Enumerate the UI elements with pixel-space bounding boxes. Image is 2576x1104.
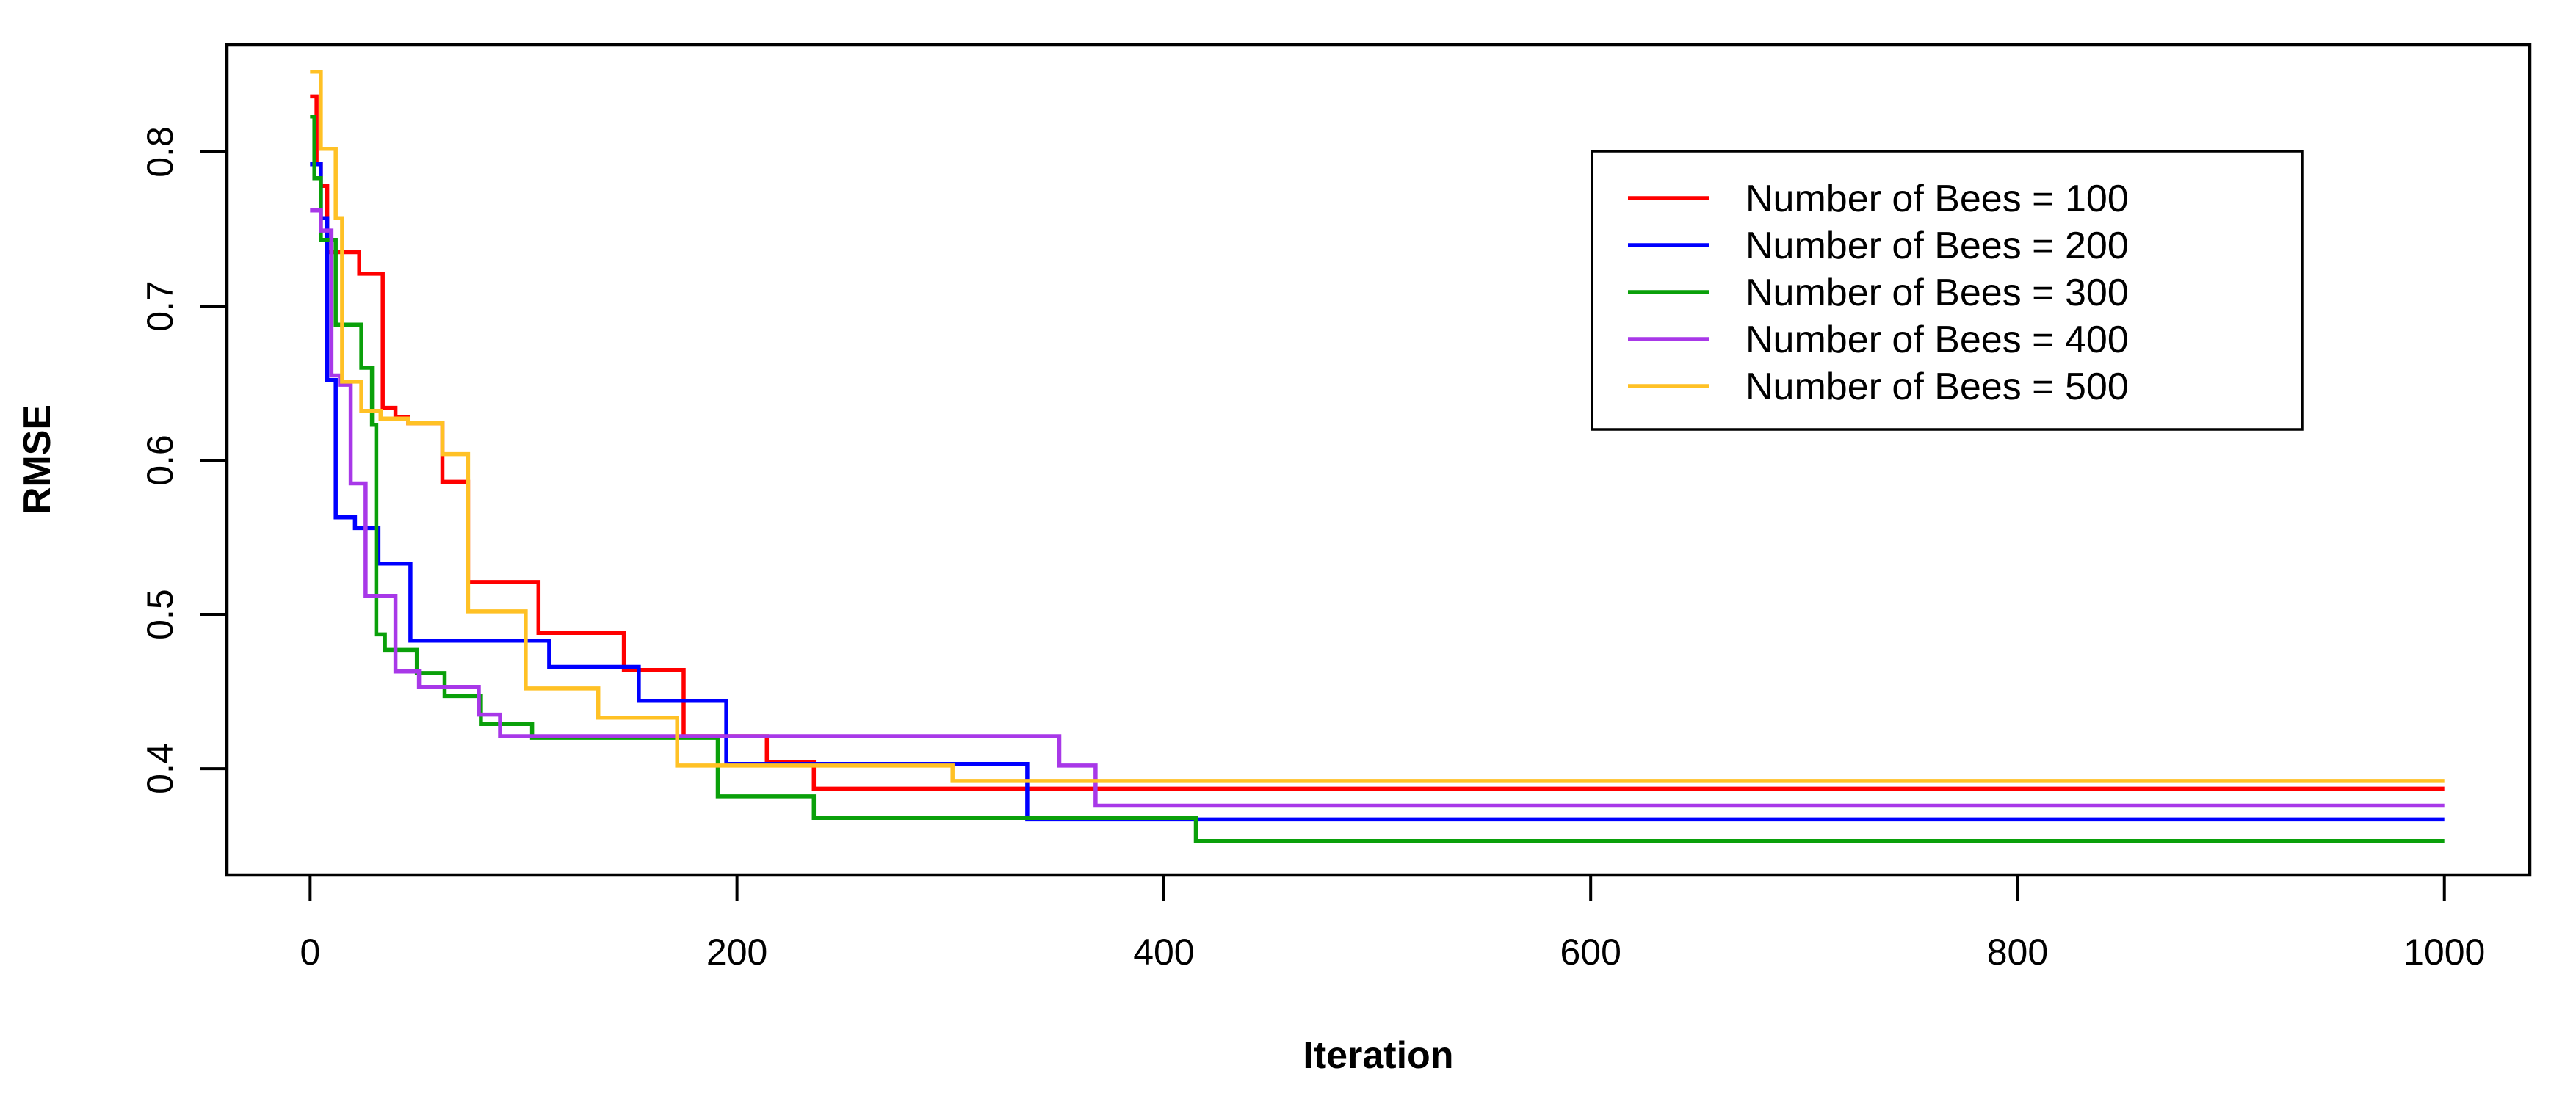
legend-entry-label: Number of Bees = 400 — [1745, 319, 2129, 361]
legend: Number of Bees = 100 Number of Bees = 200… — [1591, 150, 2304, 431]
series-lines — [310, 70, 2445, 843]
x-tick-label: 600 — [1560, 932, 1621, 973]
y-tick-label: 0.4 — [140, 743, 181, 794]
legend-box — [1591, 150, 2304, 431]
legend-entry-label: Number of Bees = 300 — [1745, 272, 2129, 314]
legend-entry-label: Number of Bees = 500 — [1745, 366, 2129, 408]
y-tick-label: 0.5 — [140, 589, 181, 640]
series-line — [310, 208, 2445, 808]
legend-entry-label: Number of Bees = 200 — [1745, 225, 2129, 267]
x-tick-label: 400 — [1133, 932, 1194, 973]
y-tick-label: 0.6 — [140, 435, 181, 486]
x-tick-label: 0 — [300, 932, 320, 973]
x-axis-title: Iteration — [1303, 1034, 1453, 1077]
y-axis-title: RMSE — [16, 404, 59, 515]
x-tick-label: 200 — [706, 932, 767, 973]
y-tick-label: 0.7 — [140, 280, 181, 332]
x-tick-label: 800 — [1987, 932, 2048, 973]
axes: 0 200 400 600 800 1000 0.4 0.5 0.6 0.7 0.8 — [140, 126, 2485, 973]
x-tick-label: 1000 — [2403, 932, 2485, 973]
series-line — [310, 162, 2445, 822]
y-tick-label: 0.8 — [140, 126, 181, 178]
series-line — [310, 70, 2445, 783]
legend-entry-label: Number of Bees = 100 — [1745, 178, 2129, 220]
